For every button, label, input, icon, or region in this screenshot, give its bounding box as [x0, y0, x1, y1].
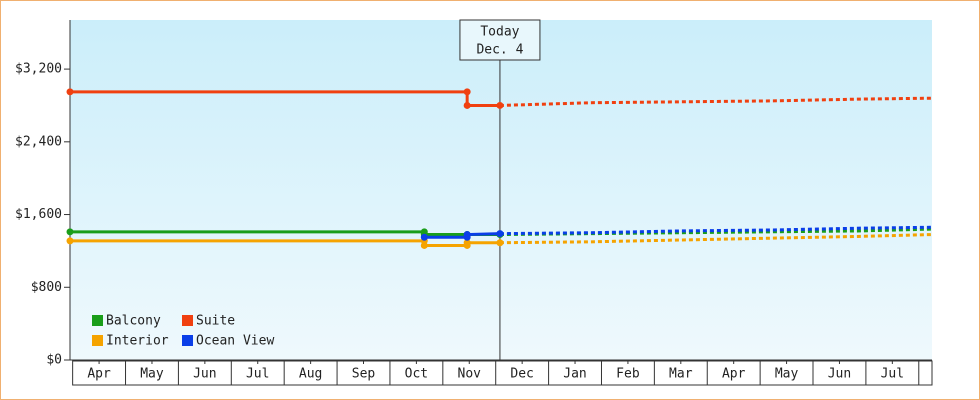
x-tick-label: Apr — [87, 367, 111, 382]
x-tick-label: Jan — [563, 367, 586, 382]
y-tick-label: $3,200 — [15, 62, 62, 77]
x-tick-label: Jul — [246, 367, 269, 382]
y-tick-label: $2,400 — [15, 134, 62, 149]
point — [496, 230, 504, 238]
legend-label: Ocean View — [196, 334, 274, 349]
point — [496, 101, 504, 109]
x-axis-band — [72, 360, 933, 386]
x-tick-label: May — [140, 367, 164, 382]
x-tick-label: Sep — [352, 367, 376, 382]
point — [420, 241, 428, 249]
legend-label: Balcony — [106, 314, 161, 329]
plot-area — [70, 20, 932, 360]
forecast-line — [499, 233, 933, 245]
x-tick-label: Jun — [828, 367, 851, 382]
point — [463, 239, 471, 247]
forecast-line — [499, 227, 933, 237]
legend-swatch — [182, 335, 193, 346]
today-label: Today — [480, 25, 519, 40]
forecast-line — [499, 96, 933, 107]
y-tick-label: $0 — [46, 353, 62, 368]
point — [66, 88, 74, 96]
point — [463, 101, 471, 109]
x-tick-label: Mar — [669, 367, 693, 382]
x-tick-label: Dec — [510, 367, 533, 382]
point — [66, 237, 74, 245]
series-line — [70, 90, 500, 107]
x-tick-label: Apr — [722, 367, 746, 382]
today-date: Dec. 4 — [476, 43, 523, 58]
legend-swatch — [182, 315, 193, 326]
point — [66, 228, 74, 236]
point — [463, 88, 471, 96]
legend-swatch — [92, 315, 103, 326]
x-tick-label: Feb — [616, 367, 640, 382]
x-tick-label: Oct — [405, 367, 428, 382]
y-tick-label: $1,600 — [15, 207, 62, 222]
series-line — [70, 239, 500, 247]
point — [496, 239, 504, 247]
legend-swatch — [92, 335, 103, 346]
legend-label: Interior — [106, 334, 169, 349]
x-tick-label: Jul — [881, 367, 904, 382]
point — [463, 231, 471, 239]
x-tick-label: Nov — [458, 367, 482, 382]
point — [420, 233, 428, 241]
x-tick-label: May — [775, 367, 799, 382]
x-tick-label: Jun — [193, 367, 216, 382]
forecast-line — [499, 225, 933, 236]
today-box — [459, 19, 541, 61]
legend-label: Suite — [196, 314, 235, 329]
y-tick-label: $800 — [31, 280, 62, 295]
x-tick-label: Aug — [299, 367, 322, 382]
